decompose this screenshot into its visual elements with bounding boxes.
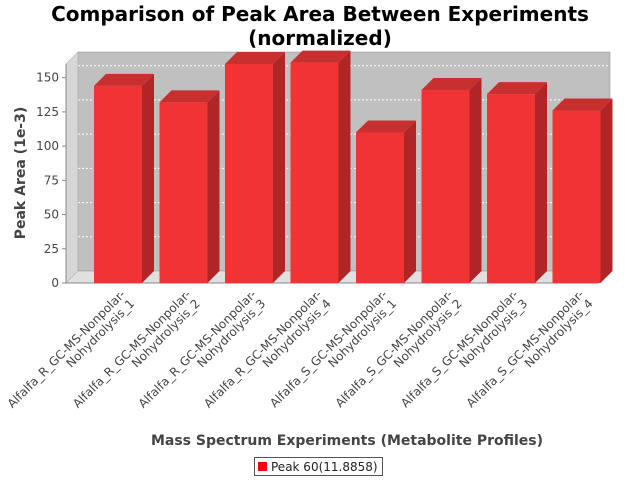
legend-label: Peak 60(11.8858) bbox=[271, 459, 378, 474]
bar-side bbox=[273, 52, 285, 283]
bar-front bbox=[356, 132, 404, 283]
bar-side bbox=[338, 50, 351, 283]
bar bbox=[421, 78, 482, 283]
bar bbox=[94, 73, 154, 284]
bar-side bbox=[142, 73, 154, 284]
bar-top bbox=[552, 98, 613, 111]
bar-top bbox=[356, 120, 416, 133]
y-tick-label: 25 bbox=[44, 242, 59, 256]
bar-side bbox=[207, 90, 220, 283]
bar-front bbox=[290, 62, 339, 283]
bar-front bbox=[552, 110, 601, 283]
bar-front bbox=[225, 64, 273, 283]
y-tick-label: 125 bbox=[36, 105, 59, 119]
bar-front bbox=[487, 94, 535, 283]
plot-left-wall bbox=[65, 51, 79, 284]
bar-side bbox=[535, 82, 547, 283]
chart-legend: Peak 60(11.8858) bbox=[254, 457, 383, 476]
bar bbox=[159, 90, 220, 283]
bar bbox=[356, 120, 416, 283]
bar-side bbox=[469, 78, 482, 283]
bar-top bbox=[159, 90, 220, 103]
y-tick-label: 150 bbox=[36, 71, 59, 85]
bar-front bbox=[421, 90, 470, 283]
bar bbox=[225, 52, 285, 283]
x-tick-label: Alfalfa_S_GC-MS-Nonpolar-Nohydrolysis_4 bbox=[464, 287, 596, 419]
chart-title: Comparison of Peak Area Between Experime… bbox=[51, 2, 589, 50]
bar bbox=[552, 98, 613, 283]
bar-top bbox=[290, 50, 351, 63]
bar-front bbox=[159, 102, 208, 283]
bar-side bbox=[600, 98, 613, 283]
bar-top bbox=[94, 73, 154, 86]
bar-top bbox=[487, 82, 547, 95]
bar-top bbox=[225, 52, 285, 64]
bar bbox=[290, 50, 351, 283]
legend-swatch bbox=[258, 462, 267, 471]
y-tick-label: 50 bbox=[44, 208, 59, 222]
y-axis-title: Peak Area (1e-3) bbox=[13, 107, 29, 240]
bar-front bbox=[94, 85, 142, 284]
bar-side bbox=[404, 120, 416, 283]
x-axis-title: Mass Spectrum Experiments (Metabolite Pr… bbox=[151, 433, 543, 449]
y-tick-label: 75 bbox=[44, 173, 59, 187]
y-tick-label: 100 bbox=[36, 139, 59, 153]
bar bbox=[487, 82, 547, 283]
bar-top bbox=[421, 78, 482, 91]
y-tick-label: 0 bbox=[51, 276, 59, 290]
